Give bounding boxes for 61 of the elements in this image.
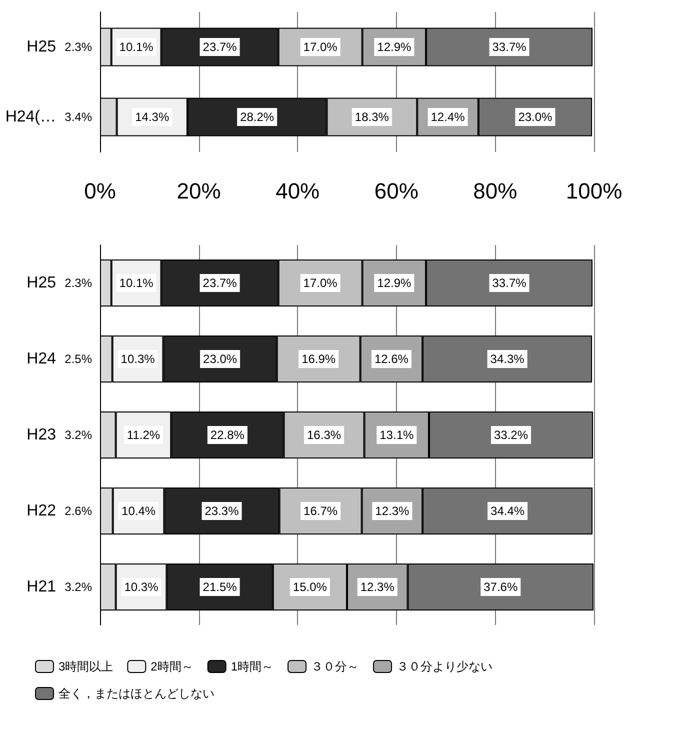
y-tick-label: H24 xyxy=(26,350,56,368)
data-label: 10.3% xyxy=(124,580,159,594)
legend-label: ３０分～ xyxy=(311,660,360,674)
data-label: 2.3% xyxy=(64,276,92,290)
data-label: 33.7% xyxy=(492,40,527,54)
data-label: 23.0% xyxy=(203,352,238,366)
data-label: 3.2% xyxy=(64,580,92,594)
y-tick-label: H25 xyxy=(26,38,56,56)
y-tick-label: H24(… xyxy=(5,108,56,126)
data-label: 16.3% xyxy=(307,428,342,442)
y-tick-label: H25 xyxy=(26,274,56,292)
data-label: 28.2% xyxy=(240,110,274,124)
x-tick-label: 60% xyxy=(374,178,418,204)
data-label: 17.0% xyxy=(303,40,338,54)
data-label: 23.3% xyxy=(204,504,240,518)
data-label: 2.5% xyxy=(64,352,92,366)
data-label: 10.4% xyxy=(122,504,156,518)
data-label: 3.2% xyxy=(64,428,92,442)
x-tick-label: 80% xyxy=(473,178,518,204)
data-label: 33.7% xyxy=(492,276,527,290)
data-label: 21.5% xyxy=(202,580,238,594)
legend-label: 1時間～ xyxy=(230,660,274,674)
y-tick-label: H23 xyxy=(26,426,56,444)
y-tick-label: H22 xyxy=(26,502,56,520)
data-label: 10.3% xyxy=(120,352,156,366)
legend-label: 3時間以上 xyxy=(58,660,114,674)
data-label: 16.7% xyxy=(304,504,338,518)
data-label: 10.1% xyxy=(119,40,154,54)
x-tick-label: 20% xyxy=(176,178,221,204)
legend-label: ３０分より少ない xyxy=(396,660,493,674)
data-label: 12.9% xyxy=(377,40,412,54)
data-label: 15.0% xyxy=(292,580,328,594)
x-tick-label: 100% xyxy=(566,178,622,204)
legend-label: 全く，またはほとんどしない xyxy=(58,686,214,700)
data-label: 37.6% xyxy=(484,580,518,594)
data-label: 13.1% xyxy=(380,428,414,442)
data-label: 2.3% xyxy=(64,40,92,54)
data-label: 23.7% xyxy=(202,40,238,54)
data-label: 12.3% xyxy=(360,580,395,594)
data-label: 3.4% xyxy=(64,110,92,124)
data-label: 23.7% xyxy=(202,276,238,290)
data-label: 22.8% xyxy=(210,428,245,442)
x-tick-label: 0% xyxy=(84,178,116,204)
data-label: 23.0% xyxy=(518,110,553,124)
data-label: 10.1% xyxy=(119,276,154,290)
data-label: 12.4% xyxy=(430,110,466,124)
data-label: 16.9% xyxy=(302,352,336,366)
data-label: 12.6% xyxy=(374,352,409,366)
data-label: 12.9% xyxy=(377,276,412,290)
data-label: 2.6% xyxy=(64,504,92,518)
data-label: 11.2% xyxy=(126,428,160,442)
data-label: 33.2% xyxy=(494,428,528,442)
legend-label: 2時間～ xyxy=(150,660,194,674)
data-label: 14.3% xyxy=(135,110,170,124)
x-tick-label: 40% xyxy=(276,178,320,204)
data-label: 18.3% xyxy=(354,110,390,124)
data-label: 17.0% xyxy=(303,276,338,290)
data-label: 34.4% xyxy=(490,504,525,518)
data-label: 12.3% xyxy=(375,504,410,518)
y-tick-label: H21 xyxy=(26,578,56,596)
data-label: 34.3% xyxy=(490,352,525,366)
